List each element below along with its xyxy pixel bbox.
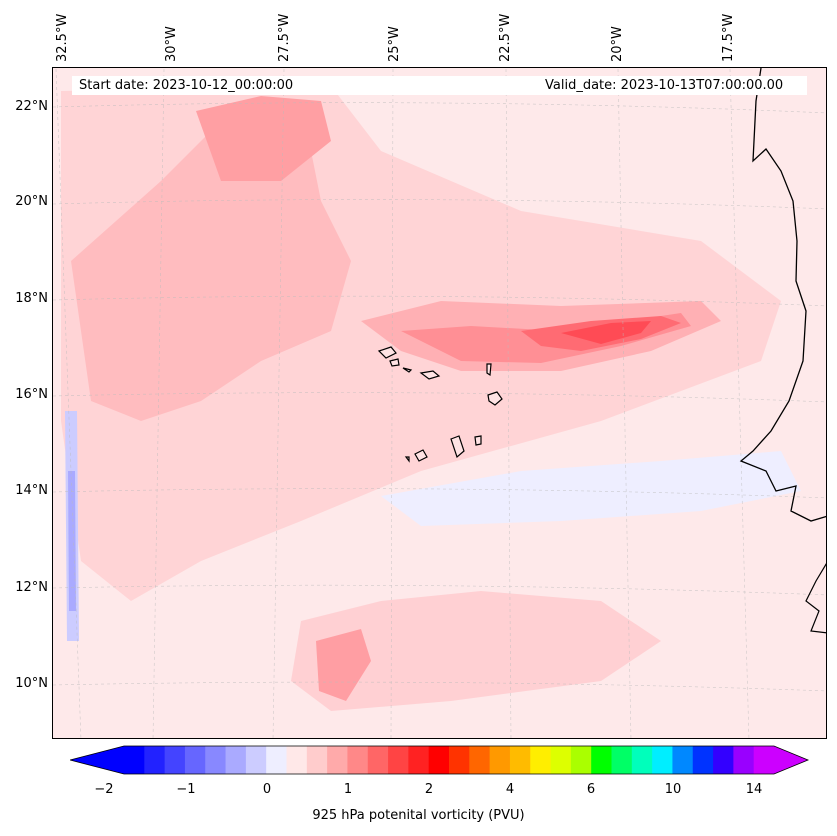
colorbar-segment xyxy=(672,746,694,774)
cape-verde-islands xyxy=(377,346,503,463)
pv-south-patch xyxy=(291,591,661,711)
colorbar-segment xyxy=(205,746,227,774)
colorbar-under-arrow xyxy=(70,746,124,774)
colorbar-segment xyxy=(286,746,308,774)
colorbar-segment xyxy=(449,746,470,774)
lon-label-22-5w: 22.5°W xyxy=(498,13,513,62)
lon-label-25w: 25°W xyxy=(387,26,402,62)
colorbar-segment xyxy=(530,746,552,774)
lat-label-12n: 12°N xyxy=(15,580,48,595)
pv-jet-max xyxy=(561,321,651,344)
colorbar-tick-label: 10 xyxy=(664,782,682,797)
colorbar-segment xyxy=(306,746,328,774)
colorbar-segment xyxy=(347,746,369,774)
lat-label-14n: 14°N xyxy=(15,483,48,498)
colorbar-segment xyxy=(164,746,186,774)
colorbar-segment xyxy=(692,746,714,774)
colorbar-segment xyxy=(489,746,511,774)
lon-label-20w: 20°W xyxy=(610,26,625,62)
colorbar-segment xyxy=(367,746,389,774)
colorbar-segment xyxy=(652,746,673,774)
colorbar-segment xyxy=(591,746,612,774)
colorbar-tick-label: 14 xyxy=(745,782,763,797)
graticule xyxy=(53,68,826,738)
colorbar xyxy=(70,745,810,775)
pv-south-core xyxy=(316,629,371,701)
lon-label-27-5w: 27.5°W xyxy=(277,13,292,62)
lon-label-17-5w: 17.5°W xyxy=(721,13,736,62)
colorbar-title: 925 hPa potenital vorticity (PVU) xyxy=(312,808,525,823)
lat-label-18n: 18°N xyxy=(15,291,48,306)
colorbar-segment xyxy=(408,746,430,774)
lon-label-32-5w: 32.5°W xyxy=(55,13,70,62)
colorbar-segment xyxy=(713,746,734,774)
valid-date: Valid_date: 2023-10-13T07:00:00.00 xyxy=(545,78,784,93)
colorbar-tick-label: −1 xyxy=(176,782,196,797)
colorbar-segment xyxy=(184,746,206,774)
lon-label-30w: 30°W xyxy=(164,26,179,62)
colorbar-segment xyxy=(225,746,247,774)
colorbar-segment xyxy=(124,746,145,774)
lat-label-20n: 20°N xyxy=(15,194,48,209)
colorbar-segment xyxy=(469,746,491,774)
colorbar-tick-label: 1 xyxy=(343,782,353,797)
coastline-south xyxy=(805,563,826,634)
colorbar-segment xyxy=(327,746,348,774)
lat-label-22n: 22°N xyxy=(15,99,48,114)
colorbar-segment xyxy=(733,746,755,774)
pv-blue-west-core xyxy=(68,471,76,611)
pv-blue-band xyxy=(381,451,801,526)
colorbar-tick-label: 0 xyxy=(262,782,272,797)
pv-region-north xyxy=(196,96,331,181)
colorbar-segment xyxy=(753,746,775,774)
colorbar-tick-label: −2 xyxy=(94,782,114,797)
colorbar-segment xyxy=(509,746,531,774)
colorbar-segment xyxy=(570,746,592,774)
colorbar-tick-label: 2 xyxy=(424,782,434,797)
colorbar-tick-label: 4 xyxy=(505,782,515,797)
colorbar-over-arrow xyxy=(774,746,808,774)
lat-label-10n: 10°N xyxy=(15,676,48,691)
lat-label-16n: 16°N xyxy=(15,387,48,402)
potential-vorticity-map xyxy=(52,67,827,739)
colorbar-segment xyxy=(611,746,633,774)
colorbar-segment xyxy=(245,746,267,774)
date-header xyxy=(72,76,807,95)
colorbar-segment xyxy=(428,746,450,774)
colorbar-tick-label: 6 xyxy=(586,782,596,797)
map-contours xyxy=(53,68,826,738)
start-date: Start date: 2023-10-12_00:00:00 xyxy=(79,78,294,93)
coastline xyxy=(739,68,826,522)
colorbar-segment xyxy=(144,746,166,774)
colorbar-segment xyxy=(550,746,572,774)
colorbar-segment xyxy=(266,746,287,774)
colorbar-segment xyxy=(631,746,653,774)
colorbar-segment xyxy=(388,746,409,774)
colorbar-outline xyxy=(70,745,810,775)
